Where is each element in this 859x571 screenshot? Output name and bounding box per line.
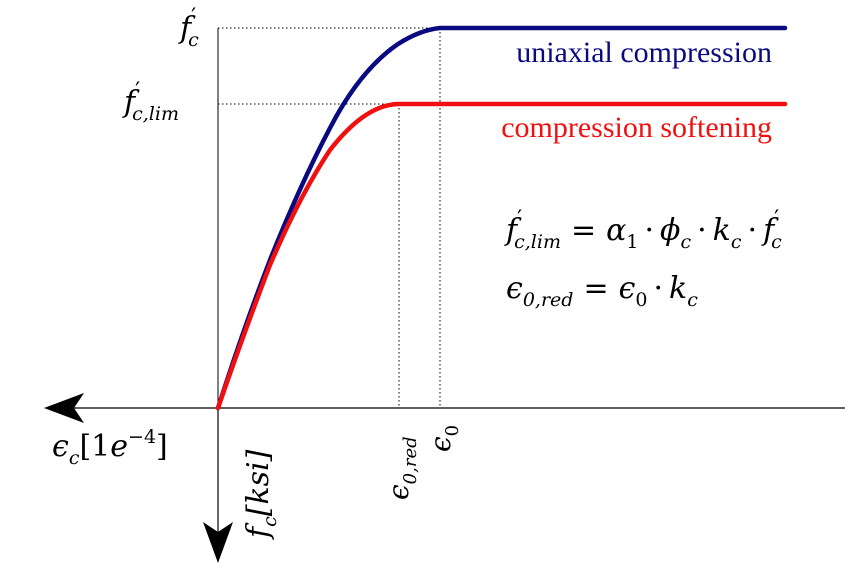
label-fc: f′ c (178, 5, 199, 51)
svg-text:fc[ksi]: fc[ksi] (241, 449, 281, 540)
equation-e0red: ϵ0,red = ϵ0 · kc (506, 271, 698, 311)
strain-axis-arrow-icon (44, 393, 84, 423)
curve-compression-softening (215, 101, 788, 411)
guide-lines (218, 27, 441, 408)
tick-label-e0: ϵ0 (424, 425, 463, 452)
axis-label-stress: fc[ksi] (241, 449, 281, 540)
tick-label-e0red: ϵ0,red (382, 436, 421, 500)
axis-label-strain: ϵc[1e−4] (52, 426, 168, 469)
svg-text:ϵ0,red: ϵ0,red (382, 436, 421, 500)
svg-text:ϵ0: ϵ0 (424, 425, 463, 452)
legend-uniaxial: uniaxial compression (516, 36, 772, 69)
legend-softening: compression softening (501, 111, 772, 144)
equation-fclim: f′ c,lim = α1 · ϕc · kc · f′ c (504, 207, 782, 253)
stress-axis-arrow-icon (203, 522, 233, 563)
label-fclim: f′ c,lim (122, 79, 179, 125)
